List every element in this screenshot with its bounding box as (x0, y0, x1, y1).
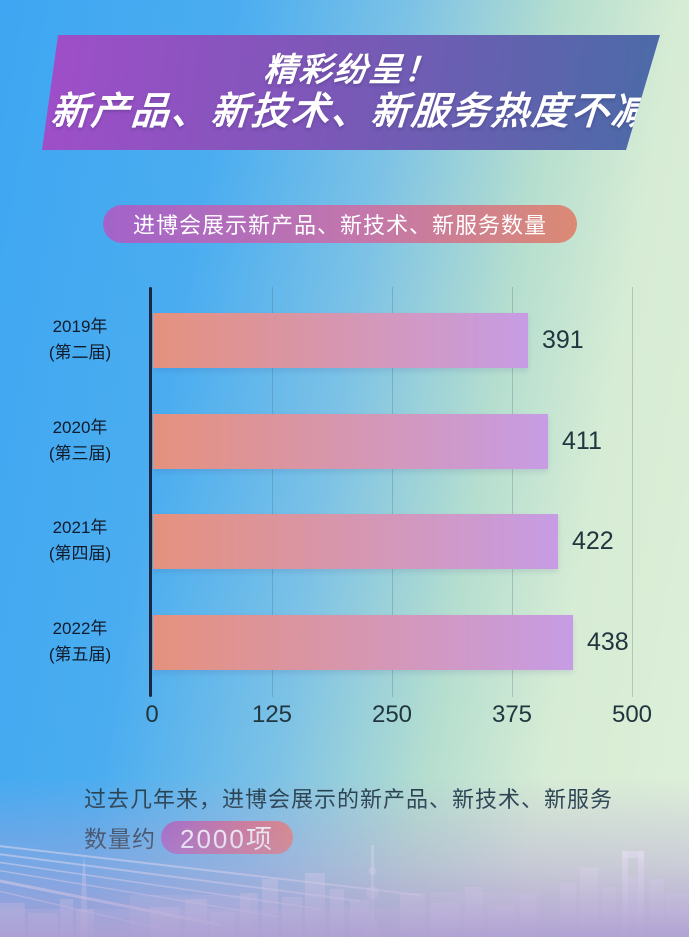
category-label: 2021年 (第四届) (48, 518, 112, 563)
x-tick-label: 375 (491, 701, 533, 728)
y-axis-line (149, 287, 152, 697)
bar-value-label: 438 (587, 628, 629, 656)
bar (153, 414, 548, 469)
x-tick-label: 250 (371, 701, 413, 728)
grid-line (632, 287, 633, 697)
chart-subtitle-label: 进博会展示新产品、新技术、新服务数量 (132, 213, 547, 238)
x-tick-label: 125 (251, 701, 293, 728)
x-tick-label: 500 (611, 701, 653, 728)
category-label: 2020年 (第三届) (48, 418, 112, 463)
category-label: 2022年 (第五届) (48, 619, 112, 664)
bar-value-label: 391 (542, 326, 584, 354)
bar (153, 514, 558, 569)
footer-text-line1: 过去几年来，进博会展示的新产品、新技术、新服务 (84, 787, 614, 812)
city-skyline-graphic (0, 845, 689, 937)
bar-value-label: 422 (572, 527, 614, 555)
grid-line (512, 287, 513, 697)
category-label: 2019年 (第二届) (48, 317, 112, 362)
title-banner: 精彩纷呈！ 新产品、新技术、新服务热度不减 (42, 35, 660, 150)
bar-value-label: 411 (562, 427, 602, 455)
bar (153, 313, 528, 368)
chart-subtitle-pill: 进博会展示新产品、新技术、新服务数量 (103, 205, 577, 243)
x-tick-label: 0 (145, 701, 159, 728)
bar (153, 615, 573, 670)
grid-line (272, 287, 273, 697)
grid-line (392, 287, 393, 697)
